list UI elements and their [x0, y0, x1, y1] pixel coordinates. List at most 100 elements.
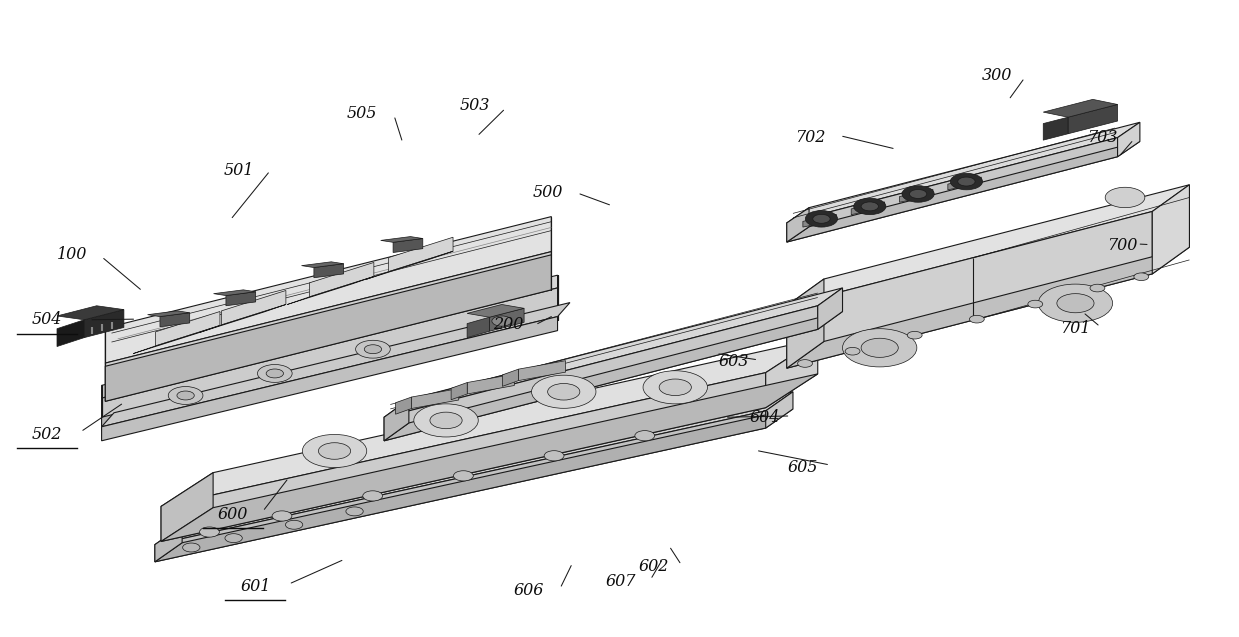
- Circle shape: [414, 404, 478, 437]
- Text: 607: 607: [606, 573, 636, 590]
- Polygon shape: [384, 306, 818, 441]
- Circle shape: [182, 543, 199, 552]
- Text: 700: 700: [1108, 238, 1137, 254]
- Circle shape: [225, 534, 243, 543]
- Polygon shape: [1043, 117, 1068, 140]
- Polygon shape: [1152, 185, 1189, 274]
- Polygon shape: [384, 311, 843, 441]
- Polygon shape: [467, 317, 489, 338]
- Polygon shape: [1068, 104, 1118, 134]
- Polygon shape: [57, 320, 84, 347]
- Circle shape: [346, 507, 363, 516]
- Polygon shape: [155, 392, 793, 545]
- Polygon shape: [1043, 99, 1118, 117]
- Polygon shape: [57, 306, 124, 320]
- Circle shape: [1134, 273, 1149, 280]
- Circle shape: [909, 190, 927, 199]
- Polygon shape: [105, 255, 551, 401]
- Polygon shape: [105, 252, 551, 401]
- Circle shape: [169, 387, 203, 404]
- Polygon shape: [301, 262, 343, 268]
- Polygon shape: [803, 214, 836, 227]
- Circle shape: [854, 198, 886, 215]
- Polygon shape: [467, 374, 514, 394]
- Circle shape: [813, 214, 830, 224]
- Polygon shape: [225, 292, 255, 306]
- Text: 100: 100: [57, 247, 87, 263]
- Circle shape: [544, 451, 564, 461]
- Polygon shape: [389, 237, 453, 271]
- Polygon shape: [467, 304, 524, 317]
- Polygon shape: [102, 303, 570, 427]
- Circle shape: [364, 345, 382, 354]
- Circle shape: [318, 443, 351, 459]
- Circle shape: [273, 511, 292, 521]
- Polygon shape: [222, 290, 286, 325]
- Polygon shape: [367, 251, 453, 280]
- Polygon shape: [818, 288, 843, 329]
- Polygon shape: [155, 526, 182, 562]
- Circle shape: [1057, 294, 1094, 313]
- Polygon shape: [787, 247, 1189, 368]
- Circle shape: [453, 471, 473, 481]
- Circle shape: [643, 371, 707, 404]
- Polygon shape: [313, 264, 343, 278]
- Polygon shape: [384, 288, 843, 417]
- Circle shape: [805, 210, 838, 227]
- Polygon shape: [160, 313, 190, 327]
- Circle shape: [1028, 300, 1043, 308]
- Polygon shape: [161, 374, 818, 541]
- Polygon shape: [213, 290, 255, 296]
- Text: 606: 606: [514, 582, 544, 599]
- Text: 503: 503: [460, 97, 489, 114]
- Text: 602: 602: [639, 559, 669, 575]
- Polygon shape: [411, 389, 458, 408]
- Text: 703: 703: [1088, 129, 1118, 146]
- Polygon shape: [310, 262, 374, 297]
- Polygon shape: [147, 311, 190, 317]
- Polygon shape: [518, 361, 565, 381]
- Polygon shape: [384, 399, 409, 441]
- Polygon shape: [134, 326, 221, 354]
- Polygon shape: [787, 211, 1152, 368]
- Text: 601: 601: [240, 578, 270, 594]
- Circle shape: [861, 338, 898, 357]
- Polygon shape: [287, 276, 374, 304]
- Polygon shape: [199, 304, 286, 333]
- Text: 603: 603: [719, 354, 748, 370]
- Polygon shape: [489, 308, 524, 331]
- Circle shape: [1105, 187, 1145, 208]
- Circle shape: [177, 391, 195, 400]
- Circle shape: [845, 347, 860, 355]
- Circle shape: [902, 186, 934, 203]
- Polygon shape: [851, 202, 885, 215]
- Text: 600: 600: [218, 506, 248, 522]
- Text: 500: 500: [533, 184, 563, 201]
- Circle shape: [950, 173, 983, 190]
- Circle shape: [285, 520, 302, 529]
- Polygon shape: [451, 382, 467, 400]
- Polygon shape: [787, 138, 1118, 242]
- Polygon shape: [766, 339, 818, 408]
- Text: 505: 505: [347, 105, 377, 122]
- Circle shape: [302, 434, 367, 468]
- Polygon shape: [161, 473, 213, 541]
- Polygon shape: [161, 373, 766, 541]
- Circle shape: [548, 383, 580, 400]
- Polygon shape: [393, 238, 422, 252]
- Circle shape: [1090, 284, 1105, 292]
- Polygon shape: [84, 310, 124, 338]
- Polygon shape: [787, 185, 1189, 306]
- Polygon shape: [105, 217, 551, 363]
- Circle shape: [199, 527, 219, 537]
- Circle shape: [492, 316, 512, 326]
- Text: 502: 502: [32, 426, 62, 443]
- Polygon shape: [155, 409, 793, 562]
- Circle shape: [659, 379, 691, 396]
- Circle shape: [356, 340, 390, 358]
- Circle shape: [1038, 284, 1113, 322]
- Text: 300: 300: [983, 67, 1012, 83]
- Circle shape: [634, 431, 654, 441]
- Circle shape: [532, 375, 596, 408]
- Circle shape: [861, 202, 878, 211]
